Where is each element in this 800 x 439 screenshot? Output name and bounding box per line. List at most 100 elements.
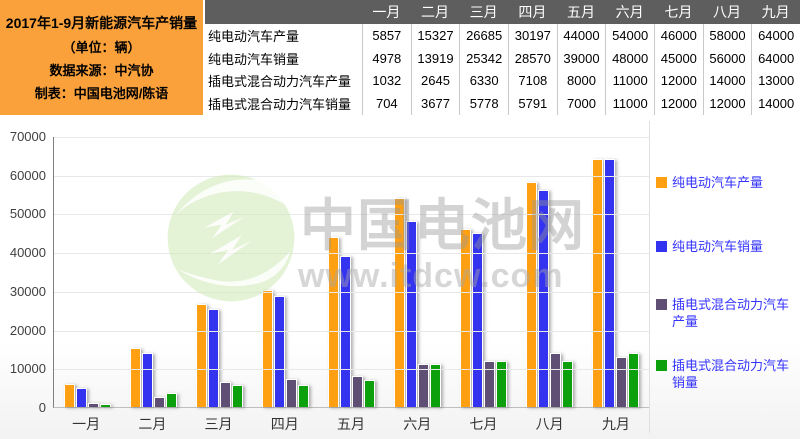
legend-color-swatch-icon	[656, 241, 667, 252]
month-header-cell: 二月	[410, 0, 460, 24]
table-value-cell: 2645	[410, 69, 460, 93]
table-value-cell: 54000	[605, 24, 654, 47]
table-value-cell: 3677	[410, 92, 460, 115]
chart-bar	[460, 229, 472, 407]
legend-item: 纯电动汽车销量	[656, 238, 763, 255]
y-axis-tick-label: 40000	[9, 245, 46, 261]
x-axis-category-label: 八月	[535, 416, 564, 432]
gridline	[54, 369, 649, 371]
table-value-cell: 12000	[654, 92, 703, 115]
bar-group	[54, 137, 120, 407]
x-axis-category-label: 五月	[336, 416, 365, 432]
legend-item: 纯电动汽车产量	[656, 174, 763, 191]
data-source-label: 数据来源：中汽协	[49, 63, 154, 78]
table-value-cell: 7108	[508, 69, 557, 93]
table-corner-cell	[205, 0, 362, 24]
legend-label: 插电式混合动力汽车销量	[672, 358, 790, 390]
x-axis-category-label: 四月	[270, 416, 299, 432]
chart-bar	[394, 198, 406, 407]
table-value-cell: 45000	[654, 46, 703, 70]
table-value-cell: 15327	[410, 24, 460, 47]
legend-color-swatch-icon	[656, 360, 667, 371]
chart-bar	[628, 353, 640, 407]
chart-area: 0 10000 20000 30000 40000 50000 60000 70000 一月 二…	[0, 115, 800, 439]
x-axis-category-label: 一月	[72, 416, 101, 432]
table-value-cell: 56000	[702, 46, 752, 70]
credit-label: 制表：中国电池网/陈语	[34, 86, 169, 101]
bar-group	[451, 137, 517, 407]
plot-area	[53, 137, 649, 408]
chart-bar	[75, 388, 87, 407]
month-header-cell: 八月	[702, 0, 752, 24]
table-value-cell: 14000	[702, 69, 752, 93]
table-value-cell: 39000	[556, 46, 606, 70]
month-header-cell: 九月	[751, 0, 800, 24]
table-value-cell: 5791	[508, 92, 557, 115]
chart-bar	[195, 304, 207, 407]
series-row-label: 插电式混合动力汽车产量	[208, 74, 352, 90]
table-section: 2017年1-9月新能源汽车产销量 （单位：辆） 数据来源：中汽协 制表：中国电…	[0, 0, 800, 115]
table-value-cell: 26685	[459, 24, 508, 47]
table-value-cell: 13000	[751, 69, 800, 93]
y-axis-tick-label: 10000	[9, 361, 46, 377]
chart-bar	[207, 309, 219, 407]
chart-bar	[261, 290, 273, 407]
table-value-cell: 7000	[556, 92, 606, 115]
table-value-cell: 1032	[362, 69, 411, 93]
chart-bar	[406, 221, 418, 407]
table-value-cell: 5778	[459, 92, 508, 115]
table-value-cell: 13919	[410, 46, 460, 70]
info-panel: 2017年1-9月新能源汽车产销量 （单位：辆） 数据来源：中汽协 制表：中国电…	[0, 0, 205, 115]
chart-bar	[430, 364, 442, 407]
table-value-cell: 64000	[751, 46, 800, 70]
series-row-label: 纯电动汽车销量	[208, 51, 300, 67]
x-axis-category-label: 九月	[601, 416, 630, 432]
table-value-cell: 46000	[654, 24, 703, 47]
table-value-cell: 4978	[362, 46, 411, 70]
chart-bar	[99, 404, 111, 407]
chart-bar	[418, 364, 430, 407]
chart-bar	[219, 382, 231, 407]
table-value-cell: 11000	[605, 69, 654, 93]
table-value-cell: 704	[362, 92, 411, 115]
legend-label: 纯电动汽车销量	[672, 239, 764, 254]
chart-bar	[87, 403, 99, 407]
chart-bar	[273, 296, 285, 407]
bar-group	[318, 137, 384, 407]
legend-item: 插电式混合动力汽车销量	[656, 357, 796, 391]
y-axis-tick-label: 70000	[9, 129, 46, 144]
data-table: 一月 二月 三月 四月 五月 六月 七月 八月 九月 纯电动汽车产量 5857 15327 26685 3…	[205, 0, 800, 115]
table-value-cell: 30197	[508, 24, 557, 47]
bar-group	[385, 137, 451, 407]
x-axis-category-label: 七月	[469, 416, 498, 432]
chart-bar	[592, 159, 604, 407]
bar-group	[186, 137, 252, 407]
chart-bar	[496, 361, 508, 407]
month-header-cell: 一月	[362, 0, 411, 24]
y-axis-tick-label: 0	[38, 400, 46, 415]
gridline	[54, 330, 649, 332]
gridline	[54, 291, 649, 293]
chart-bar	[538, 190, 550, 407]
chart-bar	[550, 353, 562, 407]
y-axis-tick-label: 30000	[9, 283, 46, 299]
chart-bar	[484, 361, 496, 407]
table-value-cell: 64000	[751, 24, 800, 47]
month-header-cell: 六月	[605, 0, 654, 24]
table-value-cell: 12000	[702, 92, 752, 115]
month-header-cell: 三月	[459, 0, 508, 24]
table-value-cell: 5857	[362, 24, 411, 47]
chart-bar	[129, 348, 141, 407]
legend-color-swatch-icon	[656, 299, 667, 310]
x-axis-category-label: 二月	[138, 416, 167, 432]
unit-label: （单位：辆）	[62, 40, 141, 55]
chart-bar	[604, 159, 616, 407]
chart-bar	[285, 379, 297, 407]
month-header-cell: 四月	[508, 0, 557, 24]
series-row-label: 插电式混合动力汽车销量	[208, 97, 352, 113]
x-axis-category-label: 三月	[204, 416, 233, 432]
table-value-cell: 14000	[751, 92, 800, 115]
legend-label: 插电式混合动力汽车产量	[672, 297, 790, 329]
bar-group	[120, 137, 186, 407]
